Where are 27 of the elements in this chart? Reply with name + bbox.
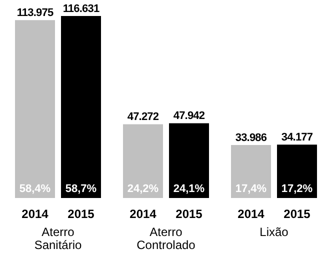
data-label: 33.986 [235, 132, 267, 144]
text: 2014 [238, 207, 264, 221]
data-label: 113.975 [16, 7, 54, 20]
data-label: 34.177 [281, 132, 313, 144]
bar [169, 123, 209, 198]
x-tick-label: Lixão [260, 225, 289, 239]
annotation: 58,7% [65, 183, 97, 195]
bar [61, 16, 101, 198]
series-label: 2015 [68, 207, 95, 221]
bar [277, 144, 317, 198]
text: 2015 [284, 207, 310, 221]
data-label: 47.942 [173, 110, 205, 122]
data-label: 47.272 [127, 111, 159, 124]
annotation: 17,4% [235, 183, 267, 195]
series-label: 2014 [22, 207, 49, 221]
annotation: 24,2% [127, 183, 159, 195]
bar [15, 20, 55, 198]
text: 2014 [130, 207, 156, 221]
annotation: 17,2% [281, 183, 313, 195]
x-tick-label: Aterro Sanitário [34, 225, 82, 252]
annotation: 24,1% [173, 183, 205, 195]
bar [123, 124, 163, 198]
data-label: 116.631 [62, 3, 100, 15]
bar [231, 144, 271, 198]
text: 2015 [176, 207, 202, 221]
x-tick-label: Aterro Controlado [136, 225, 196, 252]
annotation: 58,4% [19, 183, 51, 195]
